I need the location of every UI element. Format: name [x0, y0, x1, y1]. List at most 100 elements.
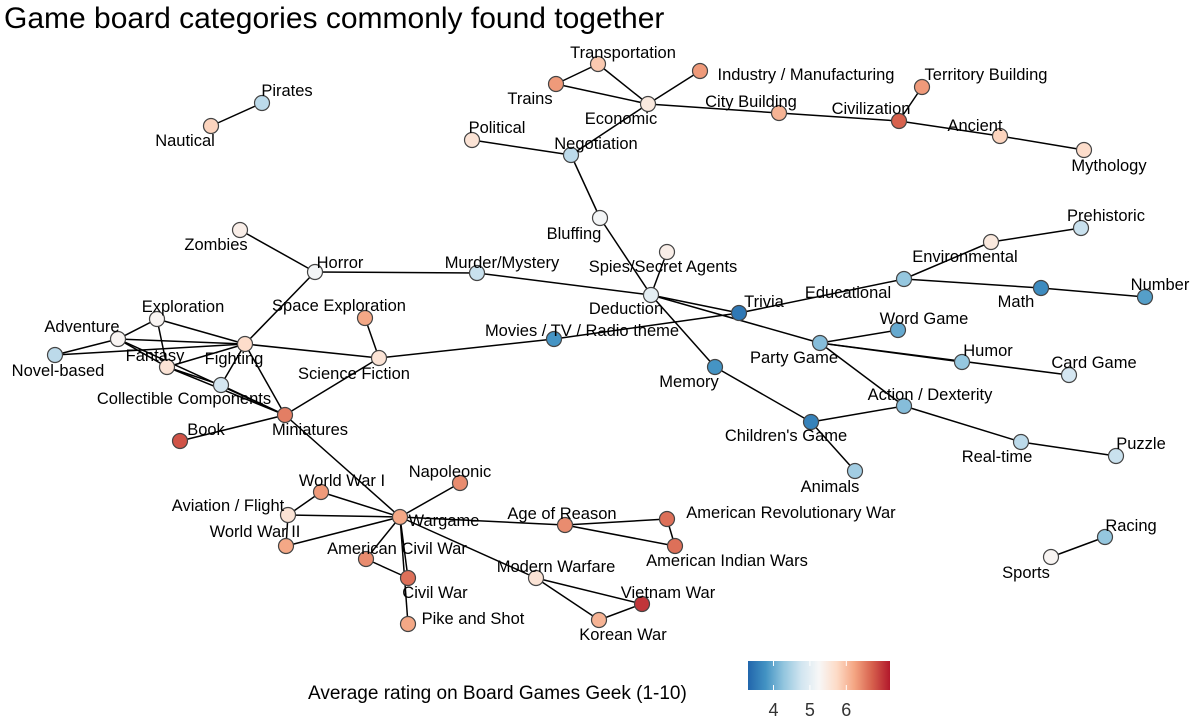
node-label-puzzle: Puzzle	[1116, 435, 1166, 453]
node-label-negotiation: Negotiation	[554, 135, 637, 153]
node-label-bluffing: Bluffing	[547, 225, 602, 243]
node-label-real-time: Real-time	[962, 448, 1033, 466]
node-animals	[846, 462, 864, 480]
edge-modern-warfare-korean-war	[535, 577, 600, 621]
node-korean-war	[590, 611, 608, 629]
node-label-trains: Trains	[507, 90, 552, 108]
node-label-memory: Memory	[659, 373, 719, 391]
node-negotiation	[562, 146, 580, 164]
node-territory-building	[913, 78, 931, 96]
node-label-action-dexterity: Action / Dexterity	[868, 386, 993, 404]
edge-city-building-civilization	[778, 112, 900, 122]
edge-childrens-game-animals	[810, 421, 856, 472]
edge-educational-math	[903, 278, 1042, 289]
node-pike-and-shot	[399, 615, 417, 633]
edge-fantasy-fighting	[166, 343, 246, 368]
node-label-educational: Educational	[805, 284, 891, 302]
edge-deduction-memory	[650, 294, 716, 368]
edge-movies-tvradio-trivia	[553, 312, 740, 340]
edge-horror-fighting	[244, 271, 316, 345]
node-card-game	[1060, 366, 1078, 384]
node-trivia	[730, 304, 748, 322]
node-economic	[639, 95, 657, 113]
node-label-adventure: Adventure	[44, 318, 119, 336]
edge-layer	[54, 63, 1146, 625]
edge-wargame-world-war-i	[320, 491, 401, 518]
node-humor	[953, 353, 971, 371]
node-label-ancient: Ancient	[947, 117, 1002, 135]
node-racing	[1096, 528, 1114, 546]
node-bluffing	[591, 209, 609, 227]
node-industry	[691, 62, 709, 80]
edge-book-miniatures	[179, 414, 286, 442]
edge-math-number	[1040, 287, 1146, 298]
node-novel-based	[46, 346, 64, 364]
node-label-horror: Horror	[317, 254, 364, 272]
edge-racing-sports	[1050, 536, 1106, 558]
node-label-deduction: Deduction	[589, 300, 663, 318]
node-label-pike-and-shot: Pike and Shot	[422, 610, 525, 628]
legend-tick-label: 6	[841, 700, 851, 720]
node-label-word-game: Word Game	[880, 310, 969, 328]
node-label-modern-warfare: Modern Warfare	[497, 558, 616, 576]
node-world-war-i	[312, 483, 330, 501]
node-american-indian-wars	[666, 537, 684, 555]
edge-wargame-napoleonic	[399, 482, 461, 518]
edge-negotiation-bluffing	[570, 154, 601, 219]
node-trains	[547, 75, 565, 93]
node-mythology	[1075, 141, 1093, 159]
legend-tick-label: 5	[805, 700, 815, 720]
edge-horror-murder-mystery	[314, 271, 478, 274]
node-prehistoric	[1072, 219, 1090, 237]
edge-wargame-aviation-flight	[287, 514, 401, 518]
node-label-political: Political	[469, 119, 526, 137]
node-zombies	[231, 221, 249, 239]
edge-action-dexterity-real-time	[903, 405, 1022, 443]
node-vietnam-war	[633, 595, 651, 613]
node-spies-secret-agents	[658, 243, 676, 261]
node-label-nautical: Nautical	[155, 132, 215, 150]
edge-educational-environmental	[903, 241, 992, 280]
edge-trivia-educational	[738, 278, 905, 314]
node-label-fantasy: Fantasy	[126, 347, 185, 365]
node-label-miniatures: Miniatures	[272, 421, 348, 439]
node-environmental	[982, 233, 1000, 251]
node-sports	[1042, 548, 1060, 566]
edge-bluffing-deduction	[599, 217, 652, 296]
node-label-zombies: Zombies	[184, 236, 247, 254]
edge-fighting-miniatures	[244, 343, 286, 416]
node-label-sports: Sports	[1002, 564, 1050, 582]
node-party-game	[811, 334, 829, 352]
node-label-napoleonic: Napoleonic	[409, 463, 492, 481]
edge-environmental-prehistoric	[990, 227, 1082, 243]
node-book	[171, 432, 189, 450]
node-label-party-game: Party Game	[750, 349, 838, 367]
node-nautical	[202, 117, 220, 135]
edge-action-dexterity-childrens-game	[810, 405, 905, 423]
node-educational	[895, 270, 913, 288]
edge-ancient-mythology	[999, 135, 1085, 151]
node-childrens-game	[802, 413, 820, 431]
legend-colorbar	[748, 661, 890, 690]
node-label-pirates: Pirates	[261, 82, 312, 100]
node-memory	[706, 358, 724, 376]
edge-economic-negotiation	[570, 103, 649, 156]
node-label-animals: Animals	[801, 478, 860, 496]
node-label-childrens-game: Children's Game	[725, 427, 847, 445]
node-math	[1032, 279, 1050, 297]
node-label-collectible-components: Collectible Components	[97, 390, 271, 408]
edge-economic-city-building	[647, 103, 780, 114]
node-label-book: Book	[187, 421, 225, 439]
node-label-mythology: Mythology	[1071, 157, 1147, 175]
node-civilization	[890, 112, 908, 130]
edge-novel-based-fighting	[54, 343, 246, 356]
edge-wargame-american-civil-war	[365, 516, 401, 560]
node-label-science-fiction: Science Fiction	[298, 365, 410, 383]
node-puzzle	[1107, 447, 1125, 465]
node-label-wargame: Wargame	[409, 512, 480, 530]
node-label-racing: Racing	[1105, 517, 1156, 535]
legend-title: Average rating on Board Games Geek (1-10…	[308, 683, 687, 704]
node-space-exploration	[356, 309, 374, 327]
edge-adventure-novel-based	[54, 338, 119, 356]
node-napoleonic	[451, 474, 469, 492]
